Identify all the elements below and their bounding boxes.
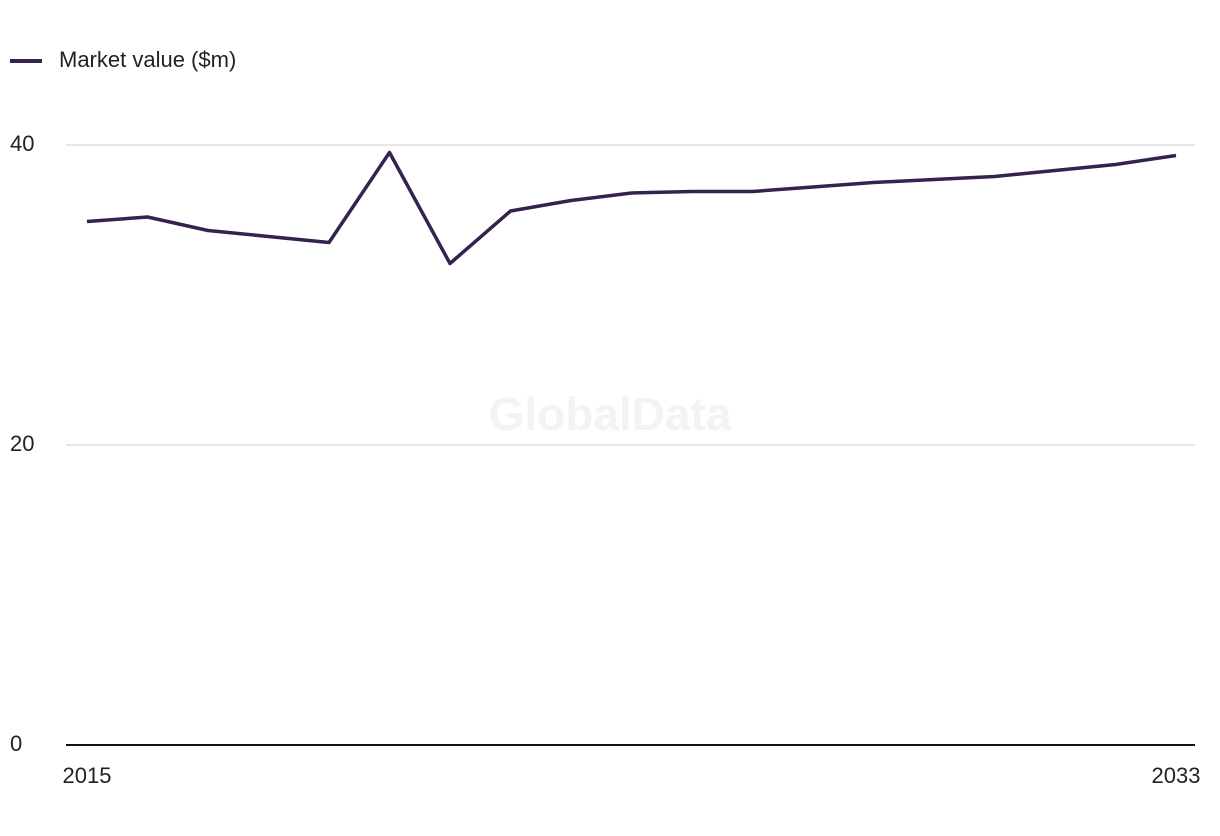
y-tick-label: 0 [10, 731, 22, 756]
y-tick-label: 40 [10, 131, 34, 156]
legend-label: Market value ($m) [59, 47, 236, 72]
y-tick-label: 20 [10, 431, 34, 456]
data-line [86, 150, 1177, 266]
x-tick-label: 2015 [63, 763, 112, 788]
watermark: GlobalData [489, 388, 732, 440]
x-tick-label: 2033 [1152, 763, 1201, 788]
